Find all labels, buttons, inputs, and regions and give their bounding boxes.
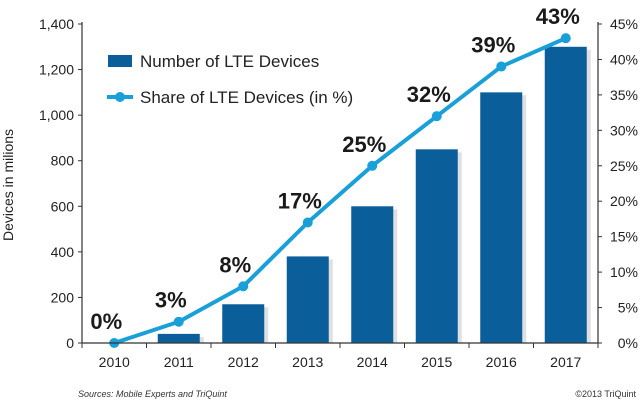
- y2-tick-label: 5%: [618, 300, 638, 316]
- share-data-label: 0%: [90, 309, 122, 334]
- y-tick-label: 400: [51, 244, 75, 260]
- legend-bar-swatch: [108, 55, 132, 67]
- y-tick-label: 1,200: [39, 62, 74, 78]
- x-tick-label: 2017: [550, 354, 581, 370]
- x-tick-label: 2011: [164, 354, 194, 370]
- bar-2011: [157, 333, 200, 343]
- bar-2014: [351, 206, 394, 343]
- legend-line-label: Share of LTE Devices (in %): [140, 88, 353, 107]
- bar-2015: [415, 149, 458, 343]
- y2-tick-label: 10%: [610, 264, 638, 280]
- y2-tick-label: 25%: [610, 158, 638, 174]
- share-data-label: 8%: [219, 252, 251, 277]
- share-point-2014: [367, 160, 378, 171]
- bar-2017: [544, 46, 587, 344]
- x-tick-label: 2013: [292, 354, 323, 370]
- share-data-label: 25%: [342, 132, 386, 157]
- share-data-label: 32%: [407, 82, 451, 107]
- y-tick-label: 1,000: [39, 107, 74, 123]
- share-data-label: 39%: [471, 33, 515, 58]
- share-data-label: 17%: [278, 188, 322, 213]
- y-tick-label: 0: [66, 335, 74, 351]
- x-tick-label: 2012: [228, 354, 259, 370]
- copyright-note: ©2013 TriQuint: [575, 389, 636, 399]
- share-point-2013: [302, 217, 313, 228]
- legend-line-marker: [115, 92, 125, 102]
- share-point-2012: [238, 281, 249, 292]
- y-tick-label: 1,400: [39, 16, 74, 32]
- share-line: [113, 36, 567, 345]
- y2-tick-label: 30%: [610, 122, 638, 138]
- x-tick-label: 2010: [99, 354, 130, 370]
- share-data-label: 3%: [155, 288, 187, 313]
- bar-2013: [286, 256, 329, 343]
- share-point-2011: [173, 316, 184, 327]
- x-tick-label: 2015: [421, 354, 452, 370]
- bar-2012: [222, 304, 265, 343]
- share-point-2017: [560, 33, 571, 44]
- legend-bar-label: Number of LTE Devices: [140, 52, 319, 71]
- x-tick-label: 2014: [357, 354, 388, 370]
- y2-tick-label: 15%: [610, 229, 638, 245]
- legend: Number of LTE Devices Share of LTE Devic…: [107, 52, 353, 107]
- y-axis-label: Devices in milions: [0, 129, 16, 241]
- y2-tick-label: 40%: [610, 51, 638, 67]
- y2-tick-label: 20%: [610, 193, 638, 209]
- share-data-label: 43%: [536, 4, 580, 29]
- y-tick-label: 200: [51, 289, 75, 305]
- x-tick-label: 2016: [486, 354, 517, 370]
- y-tick-label: 600: [51, 198, 75, 214]
- y-tick-label: 800: [51, 153, 75, 169]
- source-note: Sources: Mobile Experts and TriQuint: [78, 389, 227, 399]
- share-point-2015: [431, 111, 442, 122]
- share-point-2016: [496, 61, 507, 72]
- bar-2016: [480, 92, 523, 343]
- y2-tick-label: 45%: [610, 16, 638, 32]
- y2-tick-label: 35%: [610, 87, 638, 103]
- y2-tick-label: 0%: [618, 335, 638, 351]
